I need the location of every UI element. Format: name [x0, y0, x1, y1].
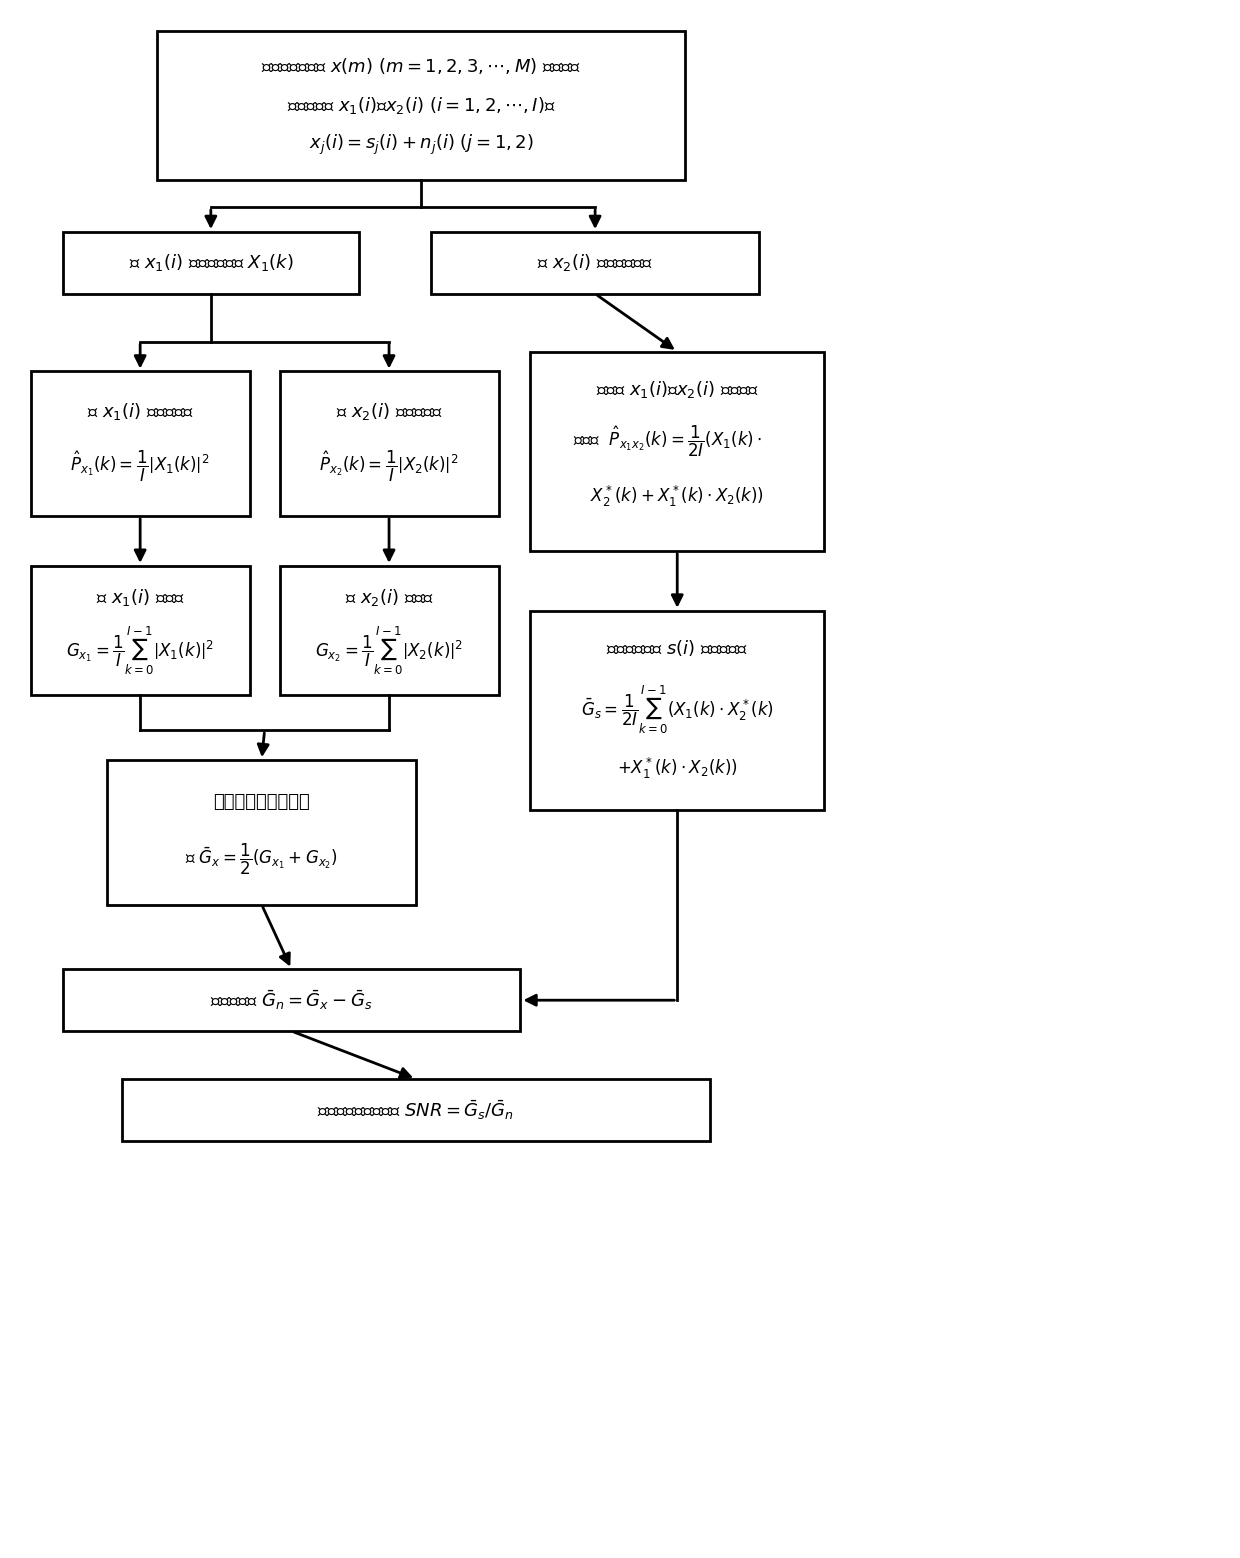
Text: 为 $\bar{G}_x=\dfrac{1}{2}(G_{x_1}+G_{x_2})$: 为 $\bar{G}_x=\dfrac{1}{2}(G_{x_1}+G_{x_2… — [185, 843, 339, 877]
Text: 求 $x_2(i)$ 功率谱估计: 求 $x_2(i)$ 功率谱估计 — [336, 400, 443, 422]
Bar — [123, 1080, 709, 1140]
Text: $x_j(i)=s_j(i)+n_j(i)$ $(j=1,2)$: $x_j(i)=s_j(i)+n_j(i)$ $(j=1,2)$ — [309, 132, 533, 157]
Text: 谱估计  $\hat{P}_{x_1x_2}(k)=\dfrac{1}{2I}(X_1(k)\cdot$: 谱估计 $\hat{P}_{x_1x_2}(k)=\dfrac{1}{2I}(X… — [573, 424, 761, 458]
Text: 求 $x_2(i)$ 的功率: 求 $x_2(i)$ 的功率 — [345, 587, 433, 608]
Text: 求 $x_2(i)$ 的傅里叶变换: 求 $x_2(i)$ 的傅里叶变换 — [537, 252, 652, 273]
Text: 求 $x_1(i)$ 的功率: 求 $x_1(i)$ 的功率 — [95, 587, 185, 608]
Bar — [31, 566, 249, 695]
Text: $\hat{P}_{x_2}(k)=\dfrac{1}{I}\left|X_2(k)\right|^2$: $\hat{P}_{x_2}(k)=\dfrac{1}{I}\left|X_2(… — [319, 449, 459, 483]
Bar — [430, 232, 759, 294]
Bar — [279, 371, 498, 516]
Bar — [62, 232, 360, 294]
Bar — [279, 566, 498, 695]
Text: 求信号 $x_1(i)$、$x_2(i)$ 的互功率: 求信号 $x_1(i)$、$x_2(i)$ 的互功率 — [596, 379, 759, 400]
Bar — [531, 611, 825, 810]
Bar — [157, 31, 684, 181]
Text: $X_2^*(k)+X_1^*(k)\cdot X_2(k))$: $X_2^*(k)+X_1^*(k)\cdot X_2(k))$ — [590, 483, 764, 508]
Text: 求 $x_1(i)$ 的傅里叶变换 $X_1(k)$: 求 $x_1(i)$ 的傅里叶变换 $X_1(k)$ — [129, 252, 293, 273]
Text: 噪声功率为 $\bar{G}_n=\bar{G}_x-\bar{G}_s$: 噪声功率为 $\bar{G}_n=\bar{G}_x-\bar{G}_s$ — [211, 988, 373, 1013]
Text: $\hat{P}_{x_1}(k)=\dfrac{1}{I}\left|X_1(k)\right|^2$: $\hat{P}_{x_1}(k)=\dfrac{1}{I}\left|X_1(… — [71, 449, 210, 483]
Text: $G_{x_2}=\dfrac{1}{I}\sum_{k=0}^{I-1}\left|X_2(k)\right|^2$: $G_{x_2}=\dfrac{1}{I}\sum_{k=0}^{I-1}\le… — [315, 625, 464, 676]
Text: 信号的功率信噪比为 $SNR=\bar{G}_s/\bar{G}_n$: 信号的功率信噪比为 $SNR=\bar{G}_s/\bar{G}_n$ — [317, 1098, 515, 1122]
Bar — [62, 969, 521, 1031]
Text: 每段信号的平均功率: 每段信号的平均功率 — [213, 793, 310, 810]
Bar — [531, 352, 825, 552]
Text: 将采集到的信号 $x(m)$ $(m=1,2,3,\cdots,M)$ 分为长度: 将采集到的信号 $x(m)$ $(m=1,2,3,\cdots,M)$ 分为长度 — [262, 56, 580, 75]
Text: 求出有效信号 $s(i)$ 的平均功率: 求出有效信号 $s(i)$ 的平均功率 — [606, 639, 748, 659]
Text: 求 $x_1(i)$ 功率谱估计: 求 $x_1(i)$ 功率谱估计 — [87, 400, 193, 422]
Text: 相同的两段 $x_1(i)$、$x_2(i)$ $(i=1,2,\cdots,I)$，: 相同的两段 $x_1(i)$、$x_2(i)$ $(i=1,2,\cdots,I… — [286, 95, 556, 115]
Text: $+X_1^*(k)\cdot X_2(k))$: $+X_1^*(k)\cdot X_2(k))$ — [616, 756, 738, 781]
Bar — [31, 371, 249, 516]
Text: $G_{x_1}=\dfrac{1}{I}\sum_{k=0}^{I-1}\left|X_1(k)\right|^2$: $G_{x_1}=\dfrac{1}{I}\sum_{k=0}^{I-1}\le… — [66, 625, 215, 676]
Text: $\bar{G}_s=\dfrac{1}{2I}\sum_{k=0}^{I-1}(X_1(k)\cdot X_2^*(k)$: $\bar{G}_s=\dfrac{1}{2I}\sum_{k=0}^{I-1}… — [580, 684, 774, 737]
Bar — [108, 760, 415, 905]
